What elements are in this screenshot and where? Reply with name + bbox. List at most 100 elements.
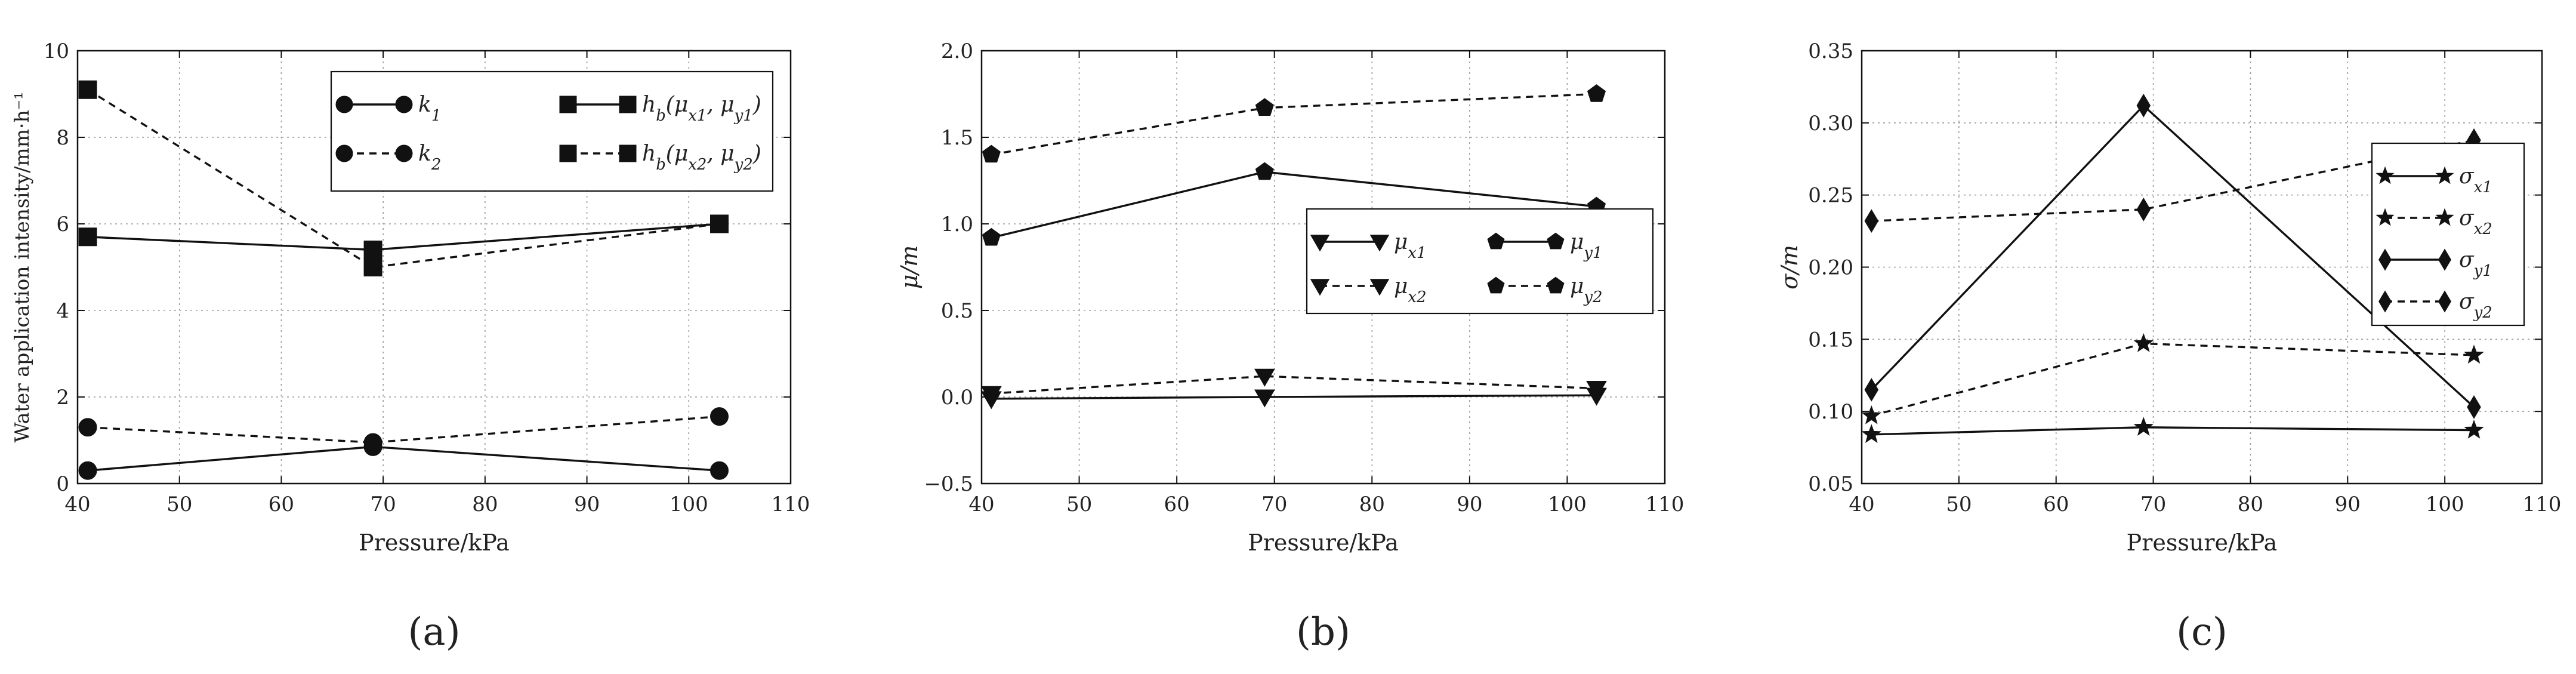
series-line xyxy=(1871,139,2475,222)
series-k₂ xyxy=(78,407,729,452)
data-point xyxy=(710,461,729,480)
legend-item: σx2 xyxy=(2376,206,2492,238)
legend-label: k2 xyxy=(418,141,441,174)
y-tick-label: 2 xyxy=(56,386,69,410)
x-axis-label: Pressure/kPa xyxy=(359,530,510,556)
legend-item: μx2 xyxy=(1310,274,1427,306)
legend-marker xyxy=(619,144,637,162)
x-tick-label: 40 xyxy=(1849,493,1874,516)
y-tick-label: 0.30 xyxy=(1808,112,1853,136)
y-tick-label: 10 xyxy=(44,39,69,63)
legend-label: hb(μx1, μy1) xyxy=(642,93,761,125)
series-line xyxy=(1871,426,2475,436)
x-tick-label: 40 xyxy=(64,493,90,516)
legend-item: k2 xyxy=(335,141,441,174)
legend-marker xyxy=(619,96,637,113)
series-σ_x1 xyxy=(1861,417,2484,444)
axes-frame xyxy=(1861,50,2543,485)
legend-item: μx1 xyxy=(1310,230,1427,262)
data-point xyxy=(78,227,97,247)
legend-marker xyxy=(2378,290,2392,313)
series-line xyxy=(991,394,1597,400)
data-point xyxy=(363,433,382,452)
legend-marker xyxy=(1369,279,1390,296)
legend-label: σx2 xyxy=(2459,206,2492,238)
x-tick-label: 50 xyxy=(1946,493,1972,516)
x-tick-label: 90 xyxy=(1457,493,1482,516)
legend-label: μx1 xyxy=(1394,230,1427,262)
y-tick-label: 1.0 xyxy=(941,213,973,236)
x-tick-label: 60 xyxy=(2043,493,2069,516)
legend-marker xyxy=(2435,208,2454,226)
series-μ_y2 xyxy=(982,84,1606,163)
data-point xyxy=(78,461,97,480)
legend-marker xyxy=(1487,276,1505,294)
data-point xyxy=(1254,389,1275,408)
data-point xyxy=(1586,381,1607,399)
data-point xyxy=(1861,424,1881,444)
y-tick-label: 0.0 xyxy=(941,386,973,410)
series-k₁ xyxy=(78,437,729,480)
series-line xyxy=(87,223,720,251)
series-σ_y1 xyxy=(1864,93,2481,419)
legend-marker xyxy=(2438,248,2451,271)
x-tick-label: 80 xyxy=(1359,493,1385,516)
x-tick-label: 50 xyxy=(1066,493,1092,516)
data-point xyxy=(2133,333,2154,352)
x-tick-label: 50 xyxy=(166,493,192,516)
x-tick-label: 80 xyxy=(2238,493,2263,516)
data-point xyxy=(1864,209,1879,233)
series-line xyxy=(991,93,1597,156)
y-tick-label: 8 xyxy=(56,126,69,150)
x-tick-label: 40 xyxy=(968,493,994,516)
legend-marker xyxy=(2376,208,2395,226)
data-point xyxy=(710,407,729,426)
legend-marker xyxy=(1487,232,1505,250)
legend-item: σy2 xyxy=(2378,290,2492,322)
legend-marker xyxy=(2438,290,2451,313)
data-point xyxy=(363,258,382,276)
data-point xyxy=(363,241,382,259)
legend-marker xyxy=(559,96,577,113)
y-axis-label: μ/m xyxy=(896,245,923,290)
y-tick-label: 0.15 xyxy=(1808,328,1853,352)
legend-marker xyxy=(335,96,353,113)
series-line xyxy=(87,88,720,269)
y-tick-label: 4 xyxy=(56,299,69,323)
y-tick-label: 0.5 xyxy=(941,299,973,323)
legend-marker xyxy=(1310,235,1330,252)
data-point xyxy=(78,80,97,99)
x-tick-label: 80 xyxy=(472,493,498,516)
y-tick-label: 6 xyxy=(56,213,69,236)
legend-label: μy2 xyxy=(1570,274,1603,306)
data-point xyxy=(1587,84,1606,102)
legend-marker xyxy=(335,144,353,162)
x-tick-label: 70 xyxy=(2140,493,2166,516)
x-axis-label: Pressure/kPa xyxy=(1248,530,1399,556)
legend-label: μy1 xyxy=(1570,230,1603,262)
y-tick-label: 0.05 xyxy=(1808,472,1853,496)
x-tick-label: 110 xyxy=(2523,493,2562,516)
y-axis-label: σ/m xyxy=(1776,245,1803,290)
series-line xyxy=(87,445,720,472)
y-tick-label: 0 xyxy=(56,472,69,496)
legend-label: σx1 xyxy=(2459,164,2492,196)
legend-marker xyxy=(1310,279,1330,296)
data-point xyxy=(1861,405,1881,424)
x-tick-label: 60 xyxy=(1164,493,1190,516)
legend: k1 k2 hb(μx1, μy1) hb(μx2, μy2) xyxy=(330,70,774,192)
data-point xyxy=(1255,162,1274,180)
data-point xyxy=(1864,378,1879,402)
series-σ_x2 xyxy=(1861,333,2484,424)
data-point xyxy=(78,418,97,437)
legend: μx1 μx2 μy1 μy2 xyxy=(1306,208,1654,315)
x-tick-label: 110 xyxy=(772,493,810,516)
y-tick-label: 1.5 xyxy=(941,126,973,150)
legend-marker xyxy=(395,144,413,162)
y-tick-label: 0.10 xyxy=(1808,400,1853,424)
legend-marker xyxy=(1547,232,1565,250)
legend-marker xyxy=(2378,248,2392,271)
legend-item: hb(μx2, μy2) xyxy=(559,141,761,174)
data-point xyxy=(710,214,729,233)
data-point xyxy=(980,386,1002,404)
